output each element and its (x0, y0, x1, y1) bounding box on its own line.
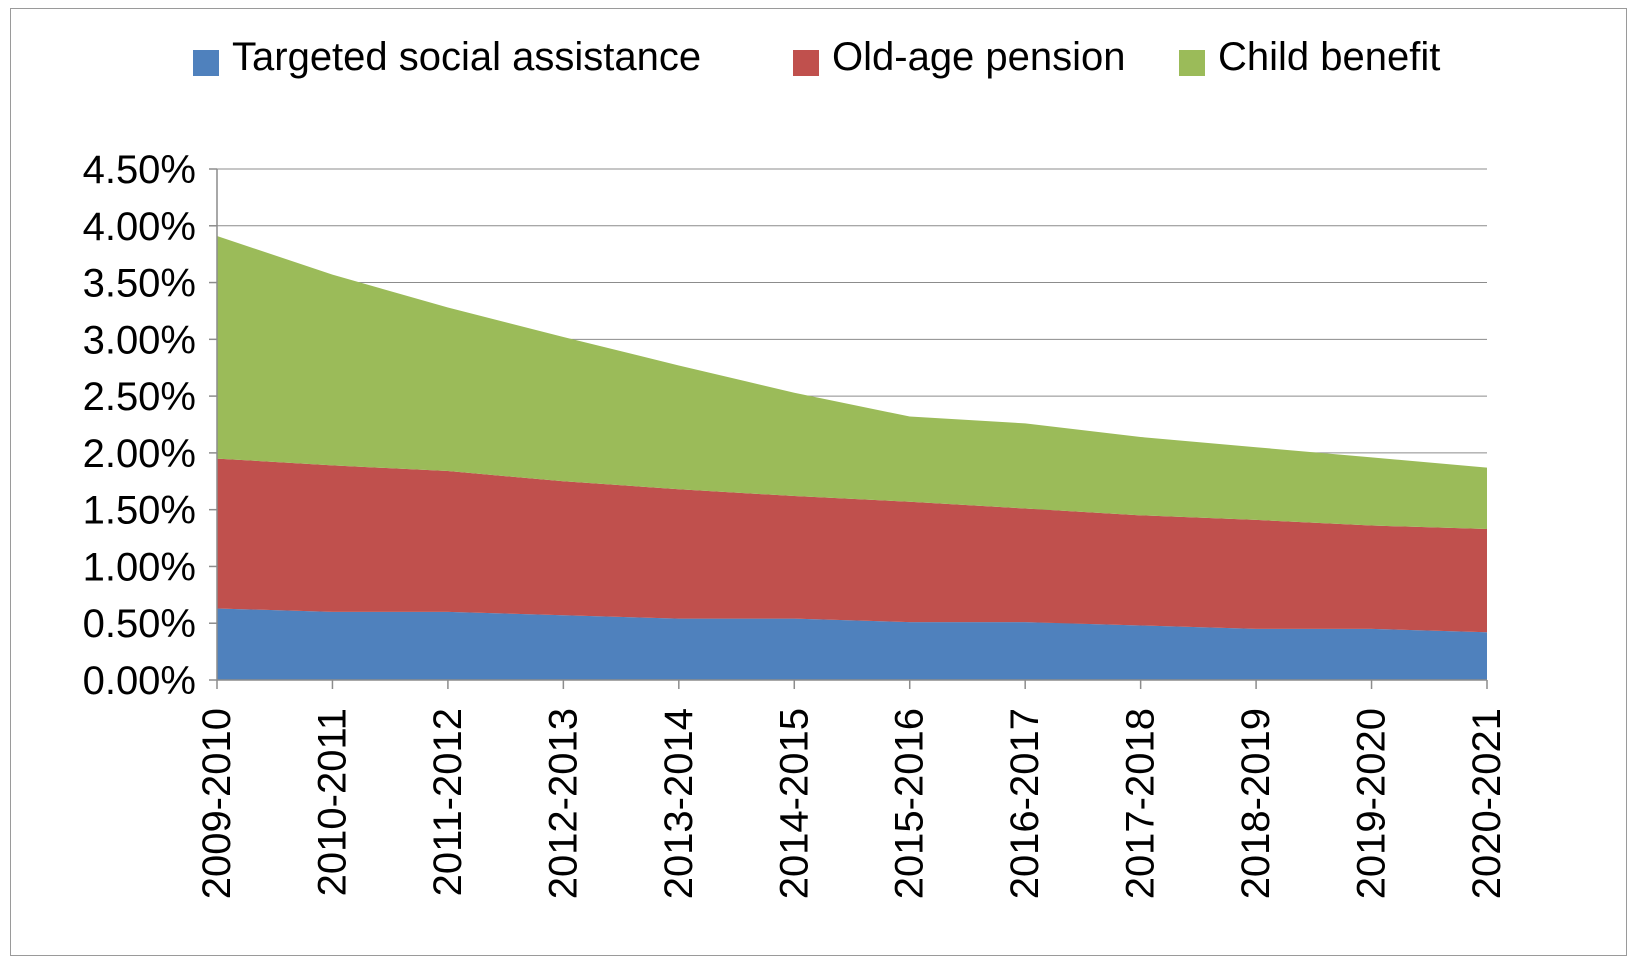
y-axis-tick-labels: 0.00% 0.50% 1.00% 1.50% 2.00% 2.50% 3.00% 3.50%… (83, 148, 196, 703)
legend-label-2: Old-age pension (832, 35, 1126, 79)
x-tick-label-5: 2014-2015 (772, 708, 816, 899)
y-tick-label-5: 2.50% (83, 375, 196, 419)
series-area-2 (217, 458, 1487, 633)
y-tick-label-6: 3.00% (83, 318, 196, 362)
y-tick-label-3: 1.50% (83, 489, 196, 533)
legend-swatch-2 (793, 50, 819, 76)
y-tick-label-7: 3.50% (83, 262, 196, 306)
x-tick-label-3: 2012-2013 (541, 708, 585, 899)
series-area-1 (217, 608, 1487, 680)
x-tick-label-7: 2016-2017 (1003, 708, 1047, 899)
legend-label-3: Child benefit (1218, 35, 1440, 79)
x-axis-tick-labels: 2009-2010 2010-2011 2011-2012 2012-2013 2013… (195, 708, 1509, 899)
x-tick-label-2: 2011-2012 (426, 708, 470, 896)
x-tick-label-11: 2020-2021 (1465, 708, 1509, 899)
series-areas (217, 236, 1487, 680)
y-tick-label-8: 4.00% (83, 205, 196, 249)
x-tick-label-1: 2010-2011 (310, 708, 354, 896)
legend-swatch-1 (193, 50, 219, 76)
x-tick-label-8: 2017-2018 (1119, 708, 1163, 899)
legend-label-1: Targeted social assistance (232, 35, 701, 79)
x-tick-label-0: 2009-2010 (195, 708, 239, 899)
series-area-3 (217, 236, 1487, 529)
y-tick-label-4: 2.00% (83, 432, 196, 476)
y-tick-label-0: 0.00% (83, 659, 196, 703)
legend: Targeted social assistance Old-age pensio… (193, 35, 1440, 79)
y-tick-label-9: 4.50% (83, 148, 196, 192)
x-tick-label-10: 2019-2020 (1350, 708, 1394, 899)
x-tick-label-9: 2018-2019 (1234, 708, 1278, 899)
y-tick-label-2: 1.00% (83, 545, 196, 589)
legend-swatch-3 (1179, 50, 1205, 76)
x-tick-label-6: 2015-2016 (888, 708, 932, 899)
y-tick-label-1: 0.50% (83, 602, 196, 646)
axes (209, 168, 1488, 689)
x-tick-label-4: 2013-2014 (657, 708, 701, 899)
